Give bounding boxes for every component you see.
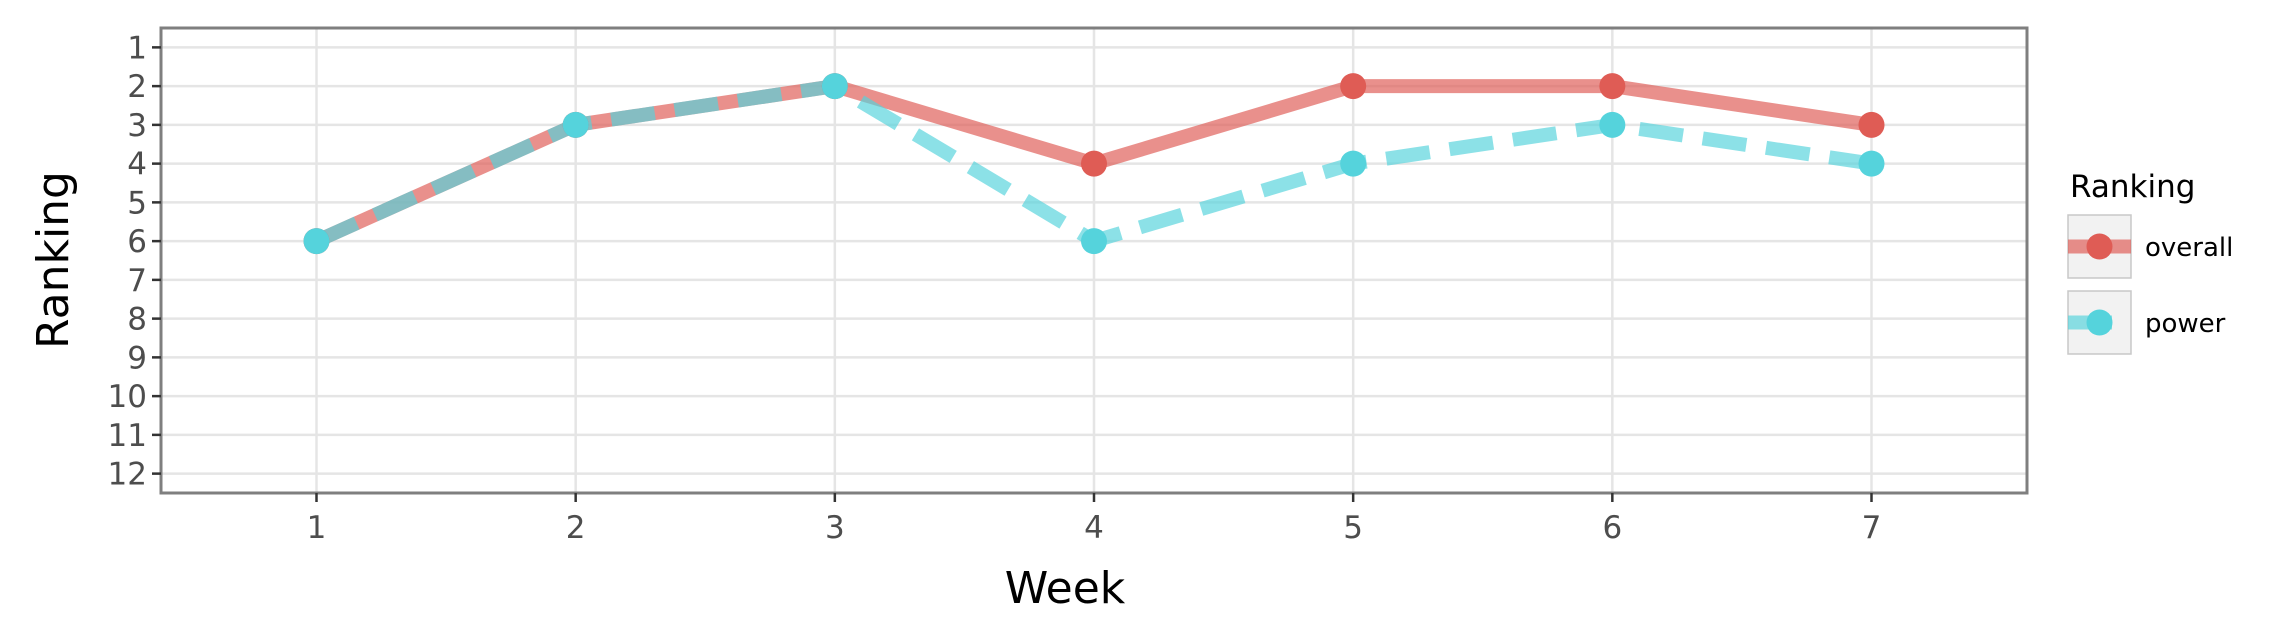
legend-label-power: power — [2145, 309, 2226, 339]
data-point-overall — [1858, 111, 1885, 138]
y-tick-label: 5 — [127, 185, 147, 221]
x-tick-label: 5 — [1343, 510, 1363, 546]
legend-label-overall: overall — [2145, 233, 2233, 263]
data-point-power — [1599, 111, 1626, 138]
x-tick-label: 2 — [566, 510, 586, 546]
data-point-overall — [1599, 73, 1626, 100]
x-tick-label: 6 — [1602, 510, 1622, 546]
axis-ticks — [152, 46, 1873, 502]
data-point-power — [821, 73, 848, 100]
data-point-overall — [1081, 150, 1107, 177]
x-tick-label: 3 — [825, 510, 845, 546]
y-tick-label: 2 — [127, 69, 147, 105]
y-tick-label: 11 — [108, 418, 147, 454]
legend-key-point-power — [2086, 309, 2113, 336]
x-tick-label: 4 — [1084, 510, 1104, 546]
data-point-power — [303, 228, 330, 255]
y-tick-label: 7 — [127, 263, 147, 299]
x-tick-labels: 1 2 3 4 5 6 7 — [307, 510, 1882, 546]
y-tick-label: 8 — [127, 302, 147, 338]
legend: Ranking overall power — [2067, 169, 2233, 355]
data-point-power — [1340, 150, 1367, 177]
data-point-power — [1081, 228, 1107, 255]
y-tick-label: 3 — [127, 108, 147, 144]
series-points — [303, 73, 1885, 255]
x-tick-label: 1 — [307, 510, 327, 546]
y-tick-label: 1 — [127, 30, 147, 66]
legend-key-point-overall — [2086, 233, 2113, 260]
y-axis-title: Ranking — [28, 171, 79, 349]
y-tick-label: 12 — [108, 457, 147, 493]
y-tick-label: 10 — [108, 379, 147, 415]
y-tick-label: 9 — [127, 340, 147, 376]
legend-title: Ranking — [2070, 169, 2195, 205]
legend-keys: overall power — [2067, 214, 2233, 355]
data-point-power — [562, 111, 589, 138]
x-tick-label: 7 — [1862, 510, 1882, 546]
y-tick-label: 4 — [127, 147, 147, 183]
data-point-power — [1858, 150, 1885, 177]
x-axis-title: Week — [1005, 563, 1126, 614]
y-tick-label: 6 — [127, 224, 147, 260]
data-point-overall — [1340, 73, 1367, 100]
